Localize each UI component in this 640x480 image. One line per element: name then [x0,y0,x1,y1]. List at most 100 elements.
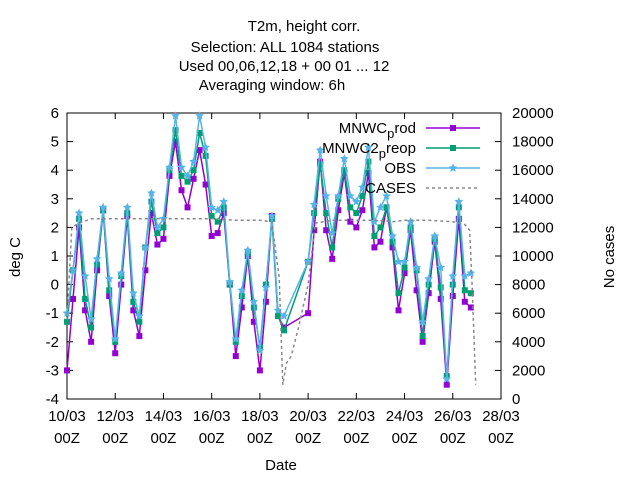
data-point [255,345,265,355]
data-point [443,381,450,388]
series-layer [62,111,477,388]
marker-square [82,307,89,314]
marker-star [183,171,192,180]
marker-square [250,318,257,325]
legend-marker [450,145,456,151]
marker-star [201,142,210,151]
data-point [454,197,464,206]
marker-star [406,217,415,226]
marker-square [311,210,318,217]
marker-star [418,317,427,326]
data-point [135,311,144,320]
marker-square [353,224,360,231]
marker-square [450,125,456,131]
data-point [70,295,77,302]
marker-star [436,262,446,272]
marker-star [412,262,421,272]
marker-star [261,282,271,292]
marker-square [353,210,360,217]
marker-star [321,191,331,200]
data-point [436,262,446,272]
legend-label-subscript: p [379,146,386,161]
data-point [347,204,354,211]
data-point [122,202,132,212]
data-point [335,207,342,214]
data-point [400,257,409,266]
marker-star [255,345,265,355]
data-point [208,212,215,219]
data-point [202,181,209,188]
marker-square [347,204,354,211]
data-point [345,191,355,200]
data-point [92,254,102,263]
x-tick-label-time: 00Z [247,430,273,447]
data-point [352,197,361,206]
data-point [353,224,360,231]
marker-square [401,264,408,271]
data-point [250,318,257,325]
marker-star [315,145,325,154]
data-point [401,264,408,271]
data-point [128,288,138,297]
x-tick-label-time: 00Z [151,430,177,447]
marker-square [202,152,209,159]
data-point [353,210,360,217]
data-point [315,145,325,154]
x-tick-label-time: 00Z [102,430,128,447]
data-point [232,353,239,360]
y-tick-label: -1 [46,305,59,322]
marker-star [460,271,470,280]
data-point [448,271,458,280]
marker-square [112,338,119,345]
marker-square [365,158,372,165]
data-point [341,167,348,174]
data-point [359,192,366,199]
data-point [171,111,180,120]
data-point [461,287,468,294]
data-point [196,147,203,154]
data-point [88,338,95,345]
marker-square [371,232,378,239]
data-point [364,142,373,151]
data-point [142,267,149,274]
data-point [339,154,349,163]
marker-square [208,232,215,239]
data-point [267,211,277,220]
marker-square [311,227,318,234]
marker-square [329,244,336,251]
data-point [141,242,150,252]
data-point [383,204,390,211]
data-point [154,230,161,237]
marker-star [177,162,186,172]
data-point [317,161,324,168]
data-point [64,367,70,374]
marker-square [377,238,384,245]
x-tick-label: 26/03 [434,408,472,425]
data-point [413,287,420,294]
y2-tick-label: 6000 [512,305,545,322]
data-point [208,232,215,239]
title-line-1: T2m, height corr. [248,18,361,35]
data-point [467,290,474,297]
marker-square [262,298,269,305]
marker-star [195,111,204,120]
x-tick-label-time: 00Z [392,430,418,447]
x-tick-label: 24/03 [386,408,424,425]
legend-label: OBS [384,160,416,177]
legend-marker [448,163,458,172]
data-point [112,350,119,357]
data-point [309,199,319,209]
data-point [401,270,408,277]
marker-star [448,271,458,280]
marker-star [153,222,162,232]
x-axis-label: Date [265,457,297,474]
marker-square [383,204,390,211]
data-point [430,231,440,240]
data-point [160,224,167,231]
marker-square [130,307,137,314]
data-point [418,317,427,326]
data-point [461,298,468,305]
x-tick-label: 28/03 [482,408,520,425]
data-point [64,318,70,325]
